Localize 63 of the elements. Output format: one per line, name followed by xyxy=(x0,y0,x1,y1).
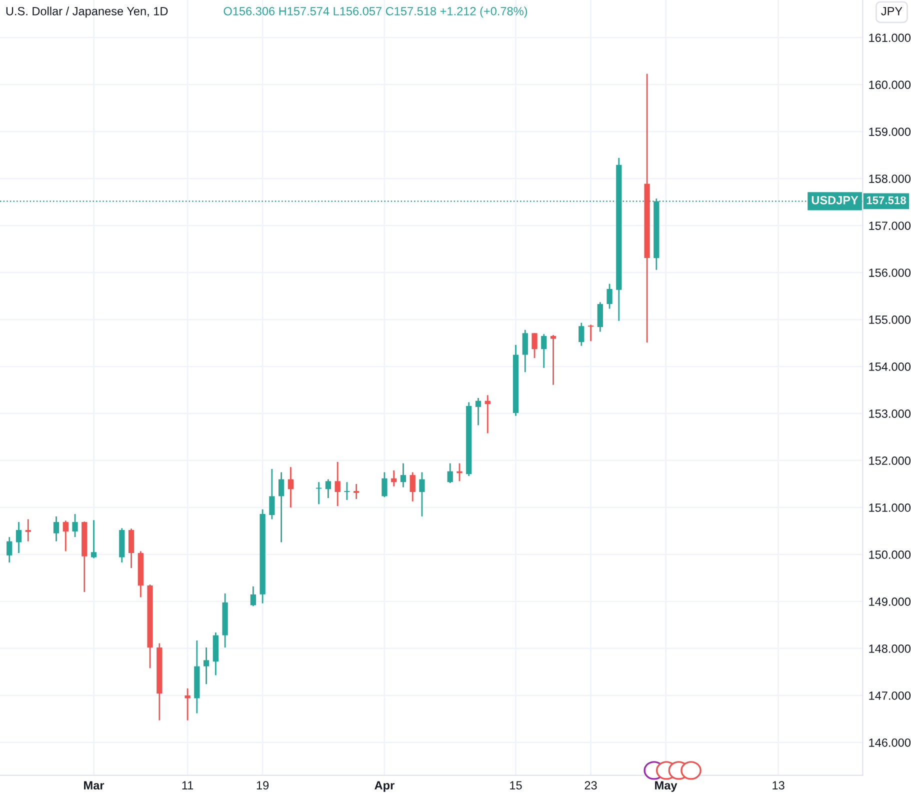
text: O156.306 H157.574 L156.057 C157.518 +1.212 (+0.78%) xyxy=(224,6,528,18)
x-tick-label: Mar xyxy=(84,781,104,790)
x-tick-label: 13 xyxy=(772,781,784,790)
x-tick-label: Apr xyxy=(374,781,394,792)
candlestick xyxy=(354,483,360,500)
candlestick xyxy=(25,518,31,542)
candlestick xyxy=(344,481,350,501)
candlestick xyxy=(400,462,406,488)
y-tick-label: 153.000 xyxy=(869,410,910,418)
y-tick-label: 152.000 xyxy=(869,456,910,465)
candlestick xyxy=(6,536,12,564)
ref-line-label: USDJPY xyxy=(812,196,858,204)
y-tick-label: 148.000 xyxy=(869,644,910,653)
candlestick xyxy=(541,333,547,369)
candlestick xyxy=(410,472,416,502)
x-tick-label: 15 xyxy=(510,781,522,790)
candlestick xyxy=(532,332,538,359)
candlestick xyxy=(588,324,594,342)
y-tick-label: 150.000 xyxy=(869,550,910,559)
candlestick xyxy=(16,521,22,554)
candlestick xyxy=(288,466,294,508)
candlestick xyxy=(316,481,322,505)
candlestick xyxy=(382,472,388,498)
candlestick xyxy=(606,283,612,310)
candlestick xyxy=(128,528,134,569)
candlestick xyxy=(53,516,60,542)
candlestick xyxy=(550,334,556,386)
candlestick xyxy=(325,478,332,499)
candlestick xyxy=(578,322,584,347)
text: U.S. Dollar / Japanese Yen, 1D xyxy=(6,6,168,18)
x-tick-label: 19 xyxy=(256,781,269,790)
candlestick xyxy=(278,472,284,543)
candlestick xyxy=(334,461,340,507)
candlestick xyxy=(269,468,275,520)
candlestick xyxy=(250,586,256,607)
y-axis-title: JPY xyxy=(881,7,902,16)
candlestick xyxy=(597,301,603,332)
y-tick-label: 147.000 xyxy=(869,691,910,700)
y-tick-label: 160.000 xyxy=(869,80,910,89)
candlestick xyxy=(419,472,425,518)
y-tick-label: 159.000 xyxy=(869,128,910,136)
candlestick xyxy=(184,688,190,722)
text: 157.518 xyxy=(866,196,906,204)
y-tick-label: 151.000 xyxy=(869,504,910,512)
y-tick-label: 146.000 xyxy=(869,738,910,747)
candlestick xyxy=(90,519,97,559)
candlestick xyxy=(522,329,528,373)
candlestick xyxy=(72,513,78,538)
y-tick-label: 158.000 xyxy=(869,174,910,183)
y-tick-label: 157.000 xyxy=(869,222,910,230)
y-tick-label: 155.000 xyxy=(869,316,910,324)
x-tick-label: 11 xyxy=(182,781,194,790)
candlestick xyxy=(475,397,482,426)
candlestick xyxy=(203,646,210,685)
y-tick-label: 154.000 xyxy=(869,362,910,371)
y-tick-label: 156.000 xyxy=(869,268,910,277)
x-tick-label: 23 xyxy=(584,781,597,790)
candlestick xyxy=(447,462,453,484)
y-tick-label: 149.000 xyxy=(869,597,910,606)
candlestick xyxy=(62,520,68,552)
candlestick xyxy=(391,470,397,488)
x-tick-label: May xyxy=(655,781,678,792)
y-tick-label: 161.000 xyxy=(869,34,910,42)
